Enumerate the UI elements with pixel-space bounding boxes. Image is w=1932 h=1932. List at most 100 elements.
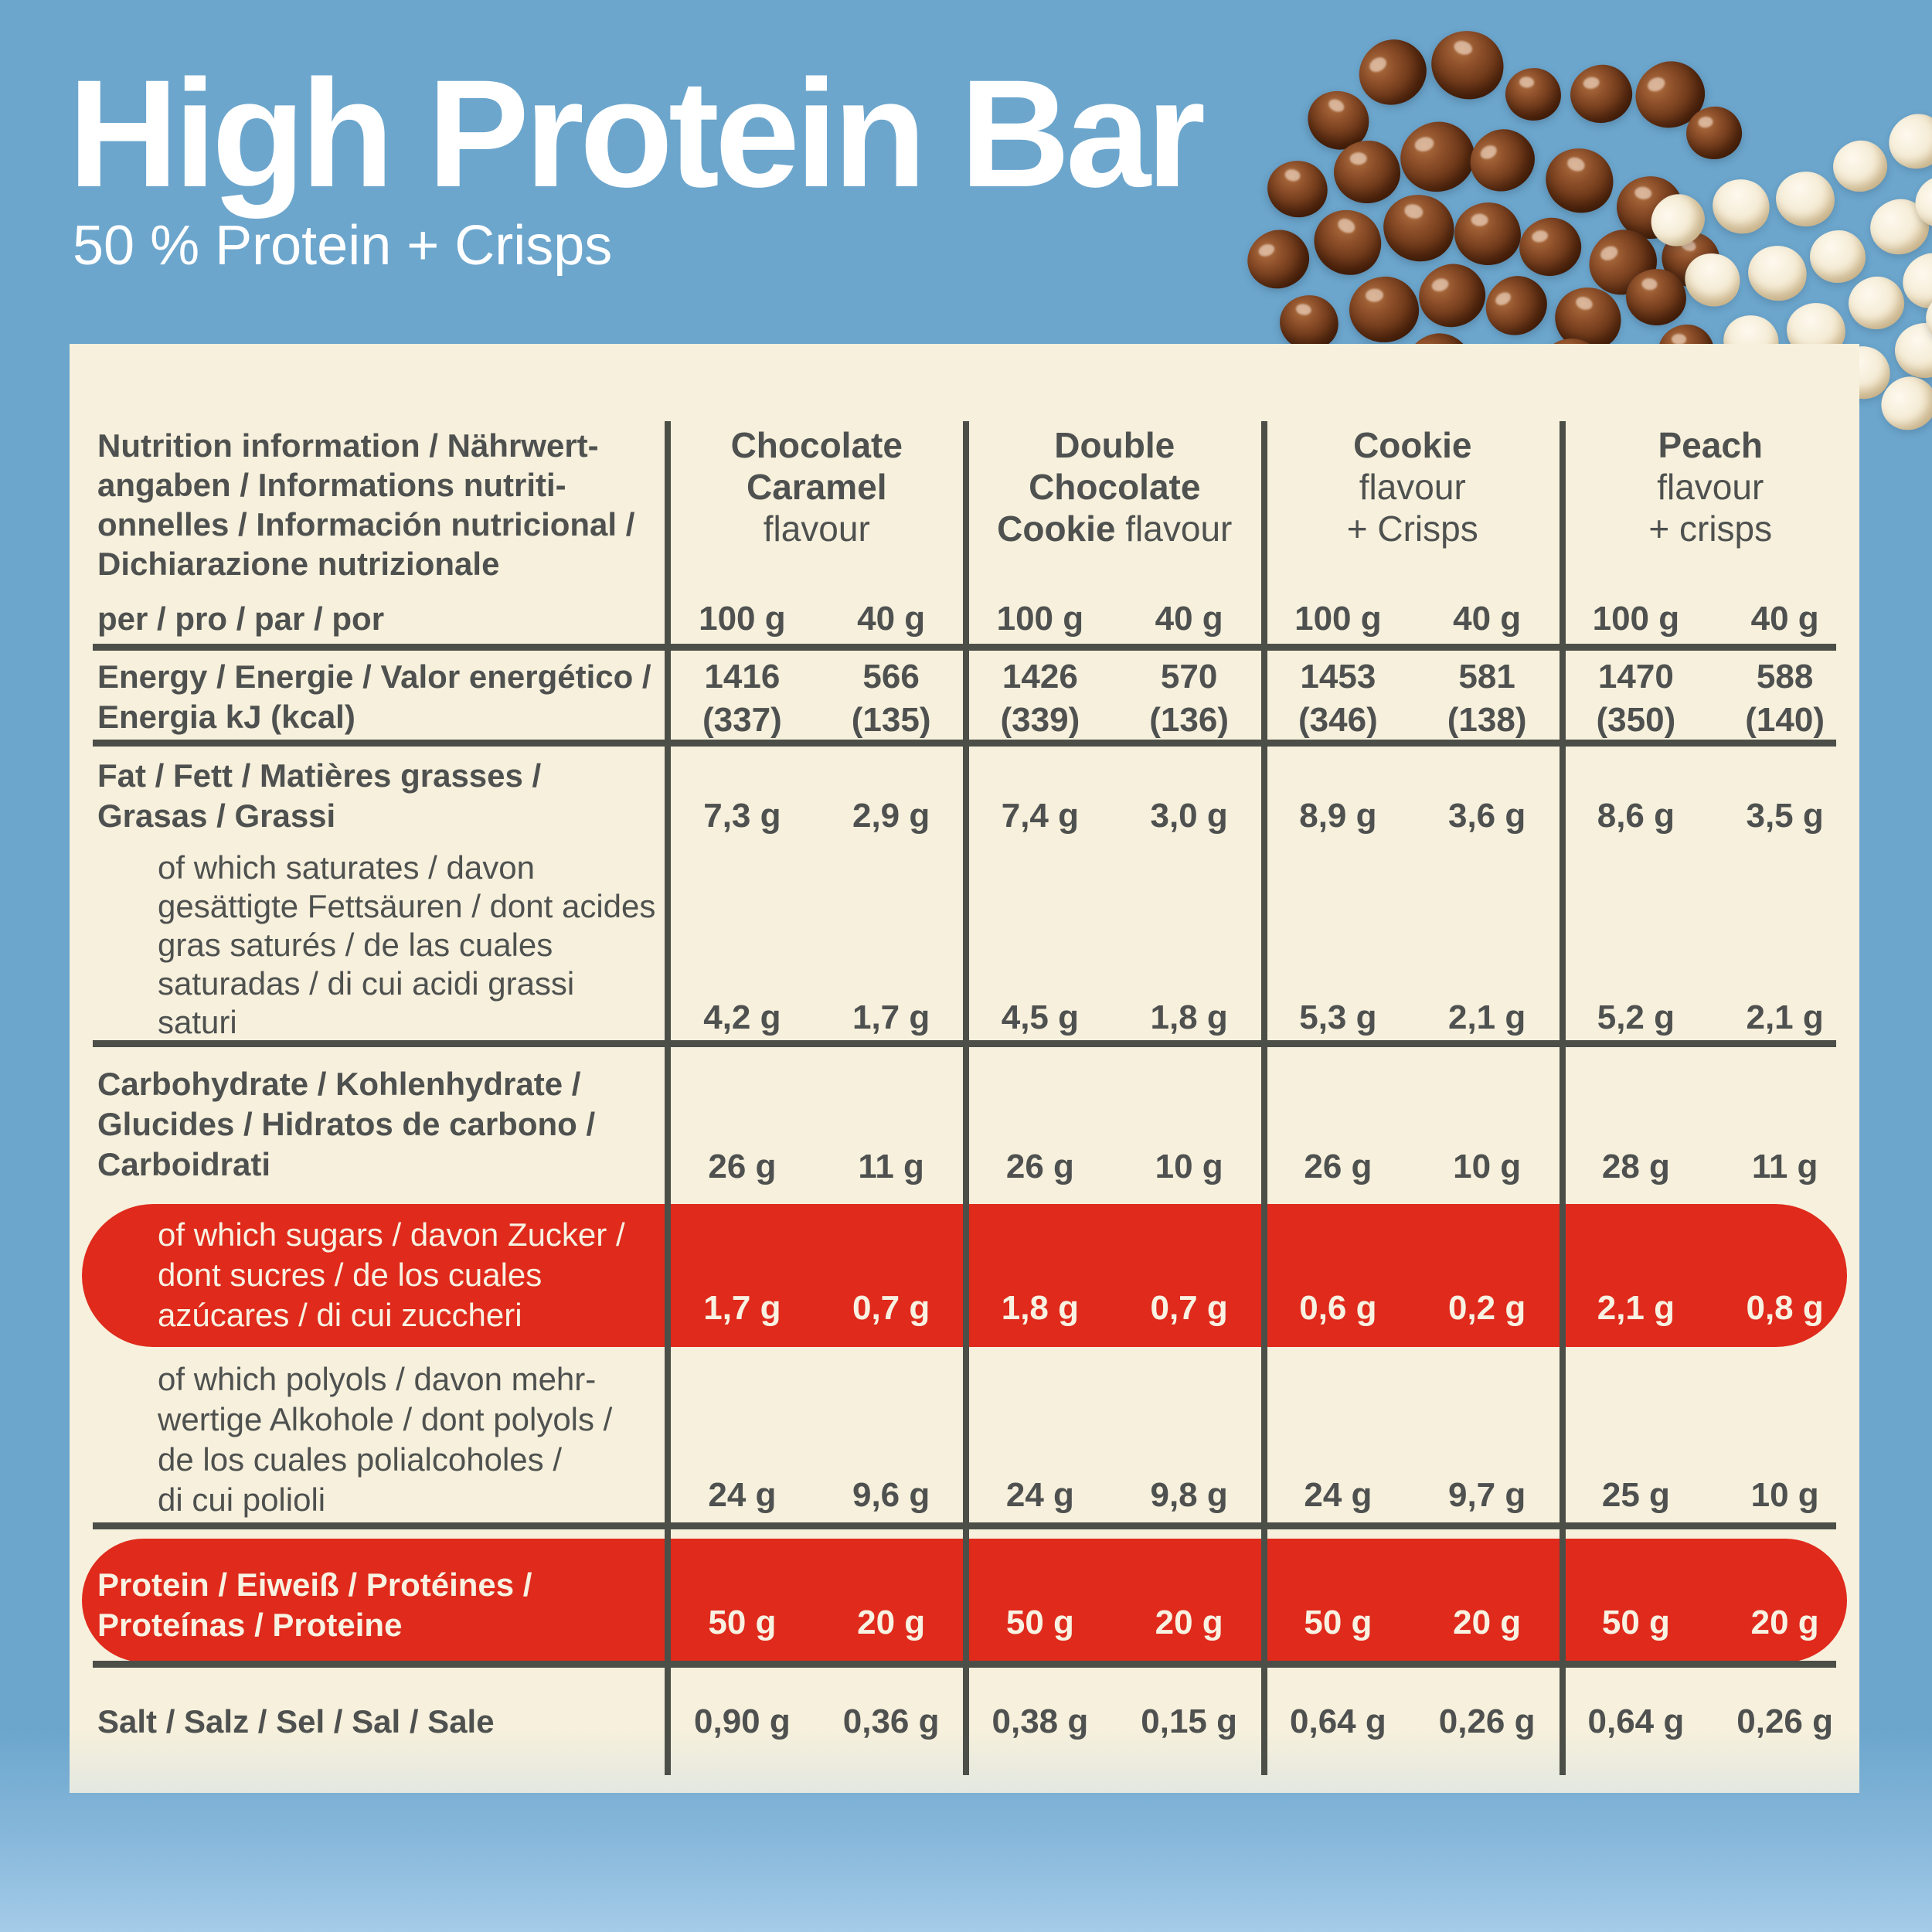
value-cell-fat: 7,4 g: [966, 747, 1115, 847]
white-crisp: [1829, 136, 1891, 196]
label-line: Salt / Salz / Sel / Sal / Sale: [97, 1703, 495, 1740]
value-text: (337): [702, 701, 782, 739]
value-cell-sugars: 2,1 g: [1562, 1202, 1711, 1349]
value-cell-fat: 3,6 g: [1413, 747, 1562, 847]
flavour-header-chocolate-caramel: Chocolate Caramel flavour 100 g 40 g: [668, 344, 966, 651]
value-text: 11 g: [858, 1148, 924, 1185]
flavour-name-line: Caramel: [668, 466, 966, 508]
value-cell-energy: 1453 (346): [1264, 651, 1413, 747]
flavour-name-text: flavour: [1359, 467, 1466, 507]
value-cell-carbohydrate: 26 g: [1264, 1047, 1413, 1202]
value-text: 4,5 g: [1001, 998, 1080, 1036]
value-cell-salt: 0,15 g: [1114, 1668, 1264, 1793]
white-crisp: [1774, 169, 1837, 229]
white-crisp: [1641, 184, 1714, 257]
value-text: 0,38 g: [992, 1702, 1089, 1740]
amount-header: 100 g: [1592, 600, 1680, 638]
chocolate-crisp: [1503, 66, 1563, 123]
value-cell-sugars: 0,7 g: [1114, 1202, 1264, 1349]
value-cell-salt: 0,26 g: [1710, 1668, 1859, 1793]
flavour-name-line: flavour: [1264, 466, 1562, 508]
value-text: 0,90 g: [694, 1702, 791, 1740]
label-line: onnelles / Información nutricional /: [97, 506, 635, 543]
amount-header: 100 g: [699, 600, 786, 638]
value-cell-saturates: 5,3 g: [1264, 847, 1413, 1047]
chocolate-crisp: [1514, 213, 1587, 281]
value-text: 2,9 g: [852, 797, 930, 835]
label-line: gesättigte Fettsäuren / dont acides: [158, 888, 656, 924]
flavour-name-line: + Crisps: [1264, 508, 1562, 549]
value-cell-energy: 588 (140): [1710, 651, 1859, 747]
value-text: 20 g: [1750, 1604, 1819, 1641]
amount-headers: 100 g 40 g: [966, 600, 1264, 651]
value-cell-polyols: 25 g: [1562, 1349, 1711, 1529]
value-cell-protein: 50 g: [1264, 1529, 1413, 1668]
value-cell-carbohydrate: 26 g: [966, 1047, 1115, 1202]
value-cell-carbohydrate: 28 g: [1562, 1047, 1711, 1202]
chocolate-crisp: [1566, 60, 1637, 128]
value-text: 2,1 g: [1746, 998, 1824, 1036]
white-crisp: [1864, 192, 1932, 261]
row-carbohydrate: Carbohydrate / Kohlenhydrate / Glucides /…: [70, 1047, 1859, 1202]
value-text: (135): [851, 701, 931, 739]
page-title: High Protein Bar: [68, 48, 1206, 219]
value-cell-salt: 0,64 g: [1562, 1668, 1711, 1793]
flavour-name-line: Peach: [1562, 424, 1860, 466]
amount-header: 100 g: [996, 600, 1084, 638]
value-text: 24 g: [708, 1476, 777, 1514]
amount-header: 100 g: [1294, 600, 1382, 638]
value-cell-energy: 570 (136): [1114, 651, 1264, 747]
label-line: Glucides / Hidratos de carbono /: [97, 1106, 596, 1142]
white-crisp: [1706, 172, 1777, 241]
label-line: Carbohydrate / Kohlenhydrate /: [97, 1066, 581, 1102]
value-text: 5,2 g: [1597, 998, 1675, 1036]
flavour-name-line: Cookie flavour: [966, 508, 1264, 549]
value-text: 50 g: [1304, 1604, 1372, 1641]
flavour-name-text: flavour: [1657, 467, 1764, 507]
white-crisp: [1845, 274, 1907, 332]
value-text: 24 g: [1304, 1476, 1372, 1514]
row-label-saturates: of which saturates / davon gesättigte Fet…: [70, 847, 668, 1047]
page-subtitle: 50 % Protein + Crisps: [73, 215, 613, 277]
flavour-name-line: + crisps: [1562, 508, 1860, 549]
flavour-name-text: Double: [1054, 425, 1175, 465]
label-line: de los cuales polialcoholes /: [158, 1441, 562, 1478]
value-cell-polyols: 24 g: [966, 1349, 1115, 1529]
value-text: 0,7 g: [1150, 1289, 1228, 1327]
row-divider: [93, 740, 1836, 747]
value-cell-sugars: 0,6 g: [1264, 1202, 1413, 1349]
value-text: 20 g: [1155, 1604, 1223, 1641]
chocolate-crisp: [1239, 222, 1318, 297]
row-divider: [93, 644, 1836, 651]
chocolate-crisp: [1683, 104, 1745, 162]
value-cell-salt: 0,26 g: [1413, 1668, 1562, 1793]
value-text: 50 g: [1005, 1604, 1074, 1641]
flavour-name-text: + crisps: [1648, 509, 1773, 549]
flavour-name-line: Chocolate: [966, 466, 1264, 508]
value-text: 20 g: [1453, 1604, 1522, 1641]
value-text: 50 g: [1601, 1604, 1670, 1641]
white-crisp: [1809, 230, 1866, 284]
label-line: dont sucres / de los cuales: [158, 1257, 543, 1293]
label-line: Protein / Eiweiß / Protéines /: [97, 1566, 532, 1603]
value-cell-saturates: 2,1 g: [1413, 847, 1562, 1047]
amount-headers: 100 g 40 g: [668, 600, 966, 651]
value-cell-saturates: 2,1 g: [1710, 847, 1859, 1047]
row-divider: [93, 1522, 1836, 1529]
value-cell-sugars: 1,7 g: [668, 1202, 817, 1349]
value-text: 26 g: [708, 1148, 777, 1185]
value-text: 7,3 g: [703, 797, 781, 835]
value-text: 8,6 g: [1597, 797, 1675, 835]
flavour-name-text: Cookie: [997, 509, 1116, 549]
chocolate-crisp: [1411, 256, 1493, 335]
flavour-name: Cookie flavour + Crisps: [1264, 344, 1562, 549]
flavour-name-text: Chocolate: [730, 425, 903, 465]
value-text: (339): [1000, 701, 1080, 739]
white-crisp: [1872, 368, 1932, 439]
value-text: 1,8 g: [1001, 1289, 1080, 1327]
value-cell-energy: 566 (135): [817, 651, 966, 747]
value-cell-polyols: 24 g: [1264, 1349, 1413, 1529]
value-cell-protein: 50 g: [966, 1529, 1115, 1668]
label-line: azúcares / di cui zuccheri: [158, 1297, 522, 1333]
value-cell-protein: 50 g: [668, 1529, 817, 1668]
